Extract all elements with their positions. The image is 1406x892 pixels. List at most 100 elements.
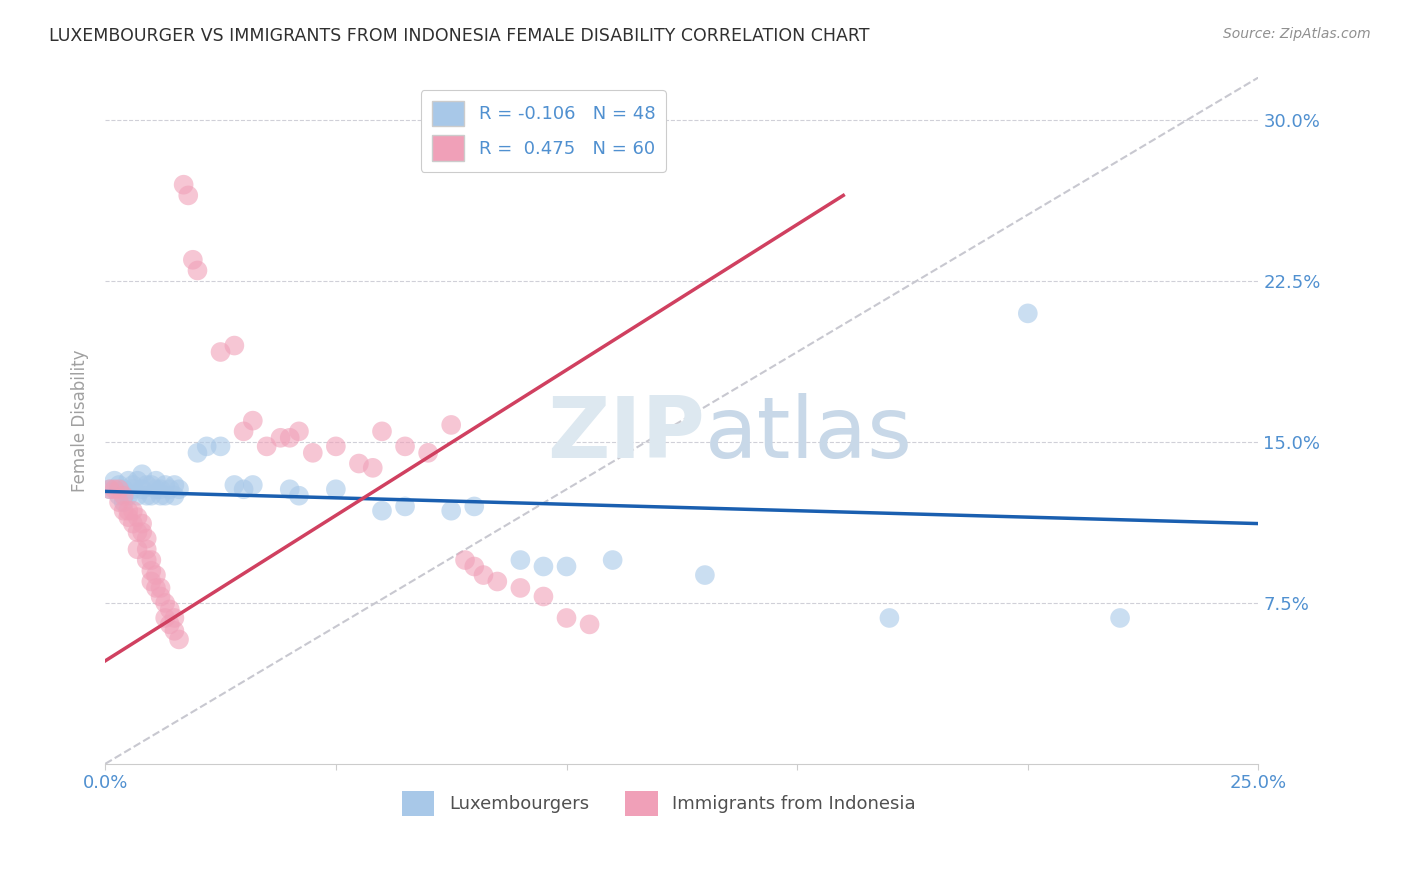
Point: [141, 489, 163, 503]
Point: [209, 439, 232, 453]
Point: [145, 483, 167, 497]
Point: [167, 483, 190, 497]
Point: [127, 489, 149, 503]
Point: [533, 590, 555, 604]
Point: [98, 483, 121, 497]
Point: [122, 483, 145, 497]
Text: atlas: atlas: [704, 392, 912, 475]
Point: [224, 478, 246, 492]
Point: [163, 624, 186, 638]
Point: [256, 439, 278, 453]
Y-axis label: Female Disability: Female Disability: [72, 350, 89, 491]
Point: [555, 611, 578, 625]
Point: [112, 489, 135, 503]
Point: [486, 574, 509, 589]
Point: [153, 489, 176, 503]
Point: [127, 474, 149, 488]
Point: [278, 483, 301, 497]
Point: [127, 510, 149, 524]
Point: [131, 525, 153, 540]
Point: [149, 489, 172, 503]
Point: [209, 345, 232, 359]
Point: [127, 542, 149, 557]
Point: [108, 483, 131, 497]
Point: [371, 504, 394, 518]
Point: [1017, 306, 1039, 320]
Point: [163, 611, 186, 625]
Point: [149, 581, 172, 595]
Point: [278, 431, 301, 445]
Point: [167, 632, 190, 647]
Text: ZIP: ZIP: [547, 392, 704, 475]
Point: [288, 489, 311, 503]
Point: [153, 611, 176, 625]
Point: [186, 263, 208, 277]
Point: [288, 425, 311, 439]
Point: [117, 474, 139, 488]
Point: [117, 489, 139, 503]
Point: [163, 489, 186, 503]
Legend: Luxembourgers, Immigrants from Indonesia: Luxembourgers, Immigrants from Indonesia: [395, 783, 922, 823]
Point: [533, 559, 555, 574]
Point: [122, 504, 145, 518]
Point: [509, 581, 531, 595]
Point: [98, 483, 121, 497]
Point: [440, 504, 463, 518]
Point: [135, 478, 157, 492]
Point: [173, 178, 195, 192]
Point: [141, 574, 163, 589]
Point: [242, 414, 264, 428]
Point: [149, 590, 172, 604]
Point: [416, 446, 439, 460]
Point: [270, 431, 292, 445]
Point: [232, 483, 254, 497]
Point: [153, 478, 176, 492]
Point: [127, 525, 149, 540]
Point: [325, 439, 347, 453]
Point: [131, 516, 153, 531]
Point: [149, 483, 172, 497]
Point: [472, 568, 495, 582]
Point: [153, 596, 176, 610]
Point: [122, 478, 145, 492]
Point: [108, 478, 131, 492]
Point: [602, 553, 624, 567]
Point: [361, 460, 384, 475]
Text: Source: ZipAtlas.com: Source: ZipAtlas.com: [1223, 27, 1371, 41]
Point: [454, 553, 477, 567]
Point: [135, 553, 157, 567]
Point: [347, 457, 370, 471]
Point: [394, 500, 416, 514]
Point: [159, 617, 181, 632]
Point: [325, 483, 347, 497]
Point: [131, 467, 153, 482]
Point: [135, 532, 157, 546]
Point: [103, 483, 125, 497]
Point: [371, 425, 394, 439]
Point: [122, 516, 145, 531]
Point: [693, 568, 716, 582]
Point: [224, 338, 246, 352]
Point: [463, 559, 485, 574]
Point: [145, 581, 167, 595]
Point: [108, 495, 131, 509]
Point: [440, 417, 463, 432]
Point: [141, 553, 163, 567]
Point: [135, 542, 157, 557]
Point: [141, 478, 163, 492]
Point: [232, 425, 254, 439]
Text: LUXEMBOURGER VS IMMIGRANTS FROM INDONESIA FEMALE DISABILITY CORRELATION CHART: LUXEMBOURGER VS IMMIGRANTS FROM INDONESI…: [49, 27, 870, 45]
Point: [112, 504, 135, 518]
Point: [186, 446, 208, 460]
Point: [141, 564, 163, 578]
Point: [145, 568, 167, 582]
Point: [112, 495, 135, 509]
Point: [578, 617, 600, 632]
Point: [108, 489, 131, 503]
Point: [177, 188, 200, 202]
Point: [394, 439, 416, 453]
Point: [242, 478, 264, 492]
Point: [181, 252, 204, 267]
Point: [117, 504, 139, 518]
Point: [463, 500, 485, 514]
